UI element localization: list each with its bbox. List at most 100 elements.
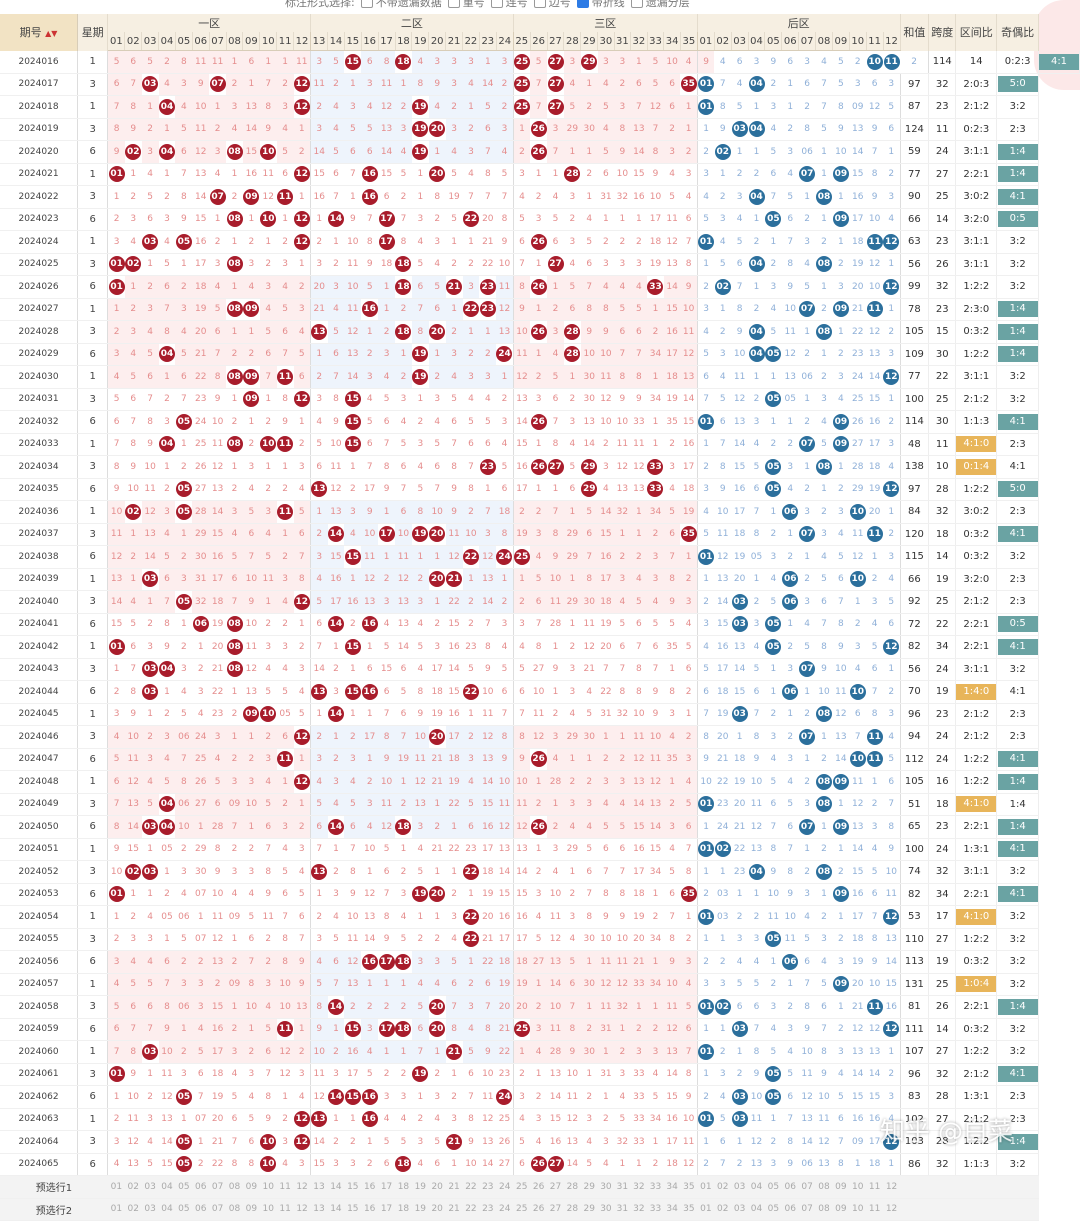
preselect-front-number[interactable]: 35 (680, 1197, 698, 1221)
preselect-back-number[interactable]: 01 (697, 1175, 715, 1199)
preselect-back-number[interactable]: 05 (764, 1175, 782, 1199)
preselect-front-number[interactable]: 13 (310, 1197, 328, 1221)
preselect-front-number[interactable]: 16 (361, 1197, 379, 1221)
preselect-front-number[interactable]: 16 (361, 1175, 379, 1199)
preselect-back-number[interactable]: 11 (866, 1197, 884, 1221)
preselect-front-number[interactable]: 12 (293, 1197, 311, 1221)
preselect-front-number[interactable]: 19 (411, 1175, 429, 1199)
preselect-front-number[interactable]: 15 (344, 1197, 362, 1221)
preselect-front-number[interactable]: 26 (530, 1197, 548, 1221)
preselect-front-number[interactable]: 23 (479, 1175, 497, 1199)
preselect-front-number[interactable]: 08 (226, 1175, 243, 1199)
preselect-front-number[interactable]: 23 (479, 1197, 497, 1221)
preselect-front-number[interactable]: 18 (395, 1175, 412, 1199)
preselect-front-number[interactable]: 20 (428, 1175, 446, 1199)
preselect-front-number[interactable]: 19 (411, 1197, 429, 1221)
preselect-front-number[interactable]: 32 (630, 1197, 648, 1221)
issue-header[interactable]: 期号 ▲▼ (0, 14, 79, 51)
preselect-front-number[interactable]: 03 (141, 1197, 159, 1221)
preselect-front-number[interactable]: 25 (513, 1175, 531, 1199)
preselect-front-number[interactable]: 06 (192, 1175, 210, 1199)
preselect-back-number[interactable]: 09 (832, 1197, 850, 1221)
preselect-front-number[interactable]: 18 (395, 1197, 412, 1221)
preselect-front-number[interactable]: 25 (513, 1197, 531, 1221)
preselect-front-number[interactable]: 30 (597, 1175, 615, 1199)
preselect-front-number[interactable]: 15 (344, 1175, 362, 1199)
preselect-front-number[interactable]: 03 (141, 1175, 159, 1199)
preselect-front-number[interactable]: 35 (680, 1175, 698, 1199)
preselect-front-number[interactable]: 14 (327, 1197, 345, 1221)
preselect-front-number[interactable]: 11 (276, 1175, 294, 1199)
preselect-front-number[interactable]: 08 (226, 1197, 243, 1221)
preselect-front-number[interactable]: 33 (647, 1175, 664, 1199)
checkbox[interactable] (447, 0, 460, 8)
option-consecutive[interactable]: 连号 (490, 0, 528, 10)
option-repeat[interactable]: 重号 (447, 0, 485, 10)
preselect-front-number[interactable]: 10 (259, 1197, 277, 1221)
preselect-front-number[interactable]: 04 (158, 1197, 176, 1221)
preselect-front-number[interactable]: 24 (496, 1175, 514, 1199)
preselect-front-number[interactable]: 10 (259, 1175, 277, 1199)
preselect-front-number[interactable]: 09 (242, 1175, 260, 1199)
preselect-front-number[interactable]: 13 (310, 1175, 328, 1199)
preselect-front-number[interactable]: 01 (107, 1175, 125, 1199)
preselect-front-number[interactable]: 20 (428, 1197, 446, 1221)
preselect-front-number[interactable]: 24 (496, 1197, 514, 1221)
preselect-front-number[interactable]: 33 (647, 1197, 664, 1221)
preselect-back-number[interactable]: 03 (731, 1175, 749, 1199)
preselect-back-number[interactable]: 08 (815, 1175, 833, 1199)
preselect-front-number[interactable]: 29 (580, 1175, 598, 1199)
preselect-front-number[interactable]: 34 (663, 1175, 681, 1199)
preselect-front-number[interactable]: 17 (378, 1197, 395, 1221)
preselect-back-number[interactable]: 10 (849, 1197, 867, 1221)
preselect-back-number[interactable]: 10 (849, 1175, 867, 1199)
checkbox[interactable] (533, 0, 546, 8)
preselect-front-number[interactable]: 21 (445, 1197, 463, 1221)
preselect-back-number[interactable]: 02 (714, 1197, 732, 1221)
preselect-front-number[interactable]: 05 (175, 1175, 193, 1199)
checkbox[interactable] (490, 0, 503, 8)
preselect-front-number[interactable]: 26 (530, 1175, 548, 1199)
preselect-front-number[interactable]: 22 (462, 1197, 480, 1221)
option-polyline[interactable]: 带折线 (576, 0, 625, 10)
preselect-front-number[interactable]: 04 (158, 1175, 176, 1199)
preselect-front-number[interactable]: 07 (209, 1175, 227, 1199)
preselect-front-number[interactable]: 02 (124, 1175, 142, 1199)
preselect-back-number[interactable]: 06 (781, 1197, 799, 1221)
sort-icon[interactable]: ▲▼ (45, 29, 58, 39)
preselect-front-number[interactable]: 02 (124, 1197, 142, 1221)
preselect-back-number[interactable]: 12 (883, 1175, 901, 1199)
preselect-front-number[interactable]: 28 (563, 1175, 581, 1199)
preselect-back-number[interactable]: 03 (731, 1197, 749, 1221)
preselect-back-number[interactable]: 05 (764, 1197, 782, 1221)
preselect-back-number[interactable]: 07 (798, 1175, 816, 1199)
preselect-back-number[interactable]: 06 (781, 1175, 799, 1199)
preselect-front-number[interactable]: 09 (242, 1197, 260, 1221)
preselect-row[interactable]: 预选行1 01 02 03 04 05 06 07 08 09 10 11 12 13 14 15 16 17 18… (0, 1175, 1080, 1199)
preselect-back-number[interactable]: 07 (798, 1197, 816, 1221)
preselect-front-number[interactable]: 14 (327, 1175, 345, 1199)
preselect-back-number[interactable]: 09 (832, 1175, 850, 1199)
option-layered[interactable]: 遗漏分层 (630, 0, 690, 10)
preselect-back-number[interactable]: 12 (883, 1197, 901, 1221)
preselect-back-number[interactable]: 11 (866, 1175, 884, 1199)
preselect-front-number[interactable]: 17 (378, 1175, 395, 1199)
preselect-back-number[interactable]: 04 (748, 1197, 765, 1221)
preselect-row[interactable]: 预选行2 01 02 03 04 05 06 07 08 09 10 11 12 13 14 15 16 17 18… (0, 1197, 1080, 1221)
preselect-front-number[interactable]: 06 (192, 1197, 210, 1221)
preselect-front-number[interactable]: 21 (445, 1175, 463, 1199)
preselect-front-number[interactable]: 30 (597, 1197, 615, 1221)
preselect-front-number[interactable]: 32 (630, 1175, 648, 1199)
preselect-back-number[interactable]: 04 (748, 1175, 765, 1199)
checkbox[interactable] (630, 0, 643, 8)
preselect-front-number[interactable]: 07 (209, 1197, 227, 1221)
preselect-front-number[interactable]: 29 (580, 1197, 598, 1221)
preselect-front-number[interactable]: 22 (462, 1175, 480, 1199)
preselect-front-number[interactable]: 12 (293, 1175, 311, 1199)
preselect-back-number[interactable]: 02 (714, 1175, 732, 1199)
preselect-back-number[interactable]: 08 (815, 1197, 833, 1221)
preselect-front-number[interactable]: 05 (175, 1197, 193, 1221)
option-edge[interactable]: 边号 (533, 0, 571, 10)
preselect-front-number[interactable]: 28 (563, 1197, 581, 1221)
preselect-back-number[interactable]: 01 (697, 1197, 715, 1221)
